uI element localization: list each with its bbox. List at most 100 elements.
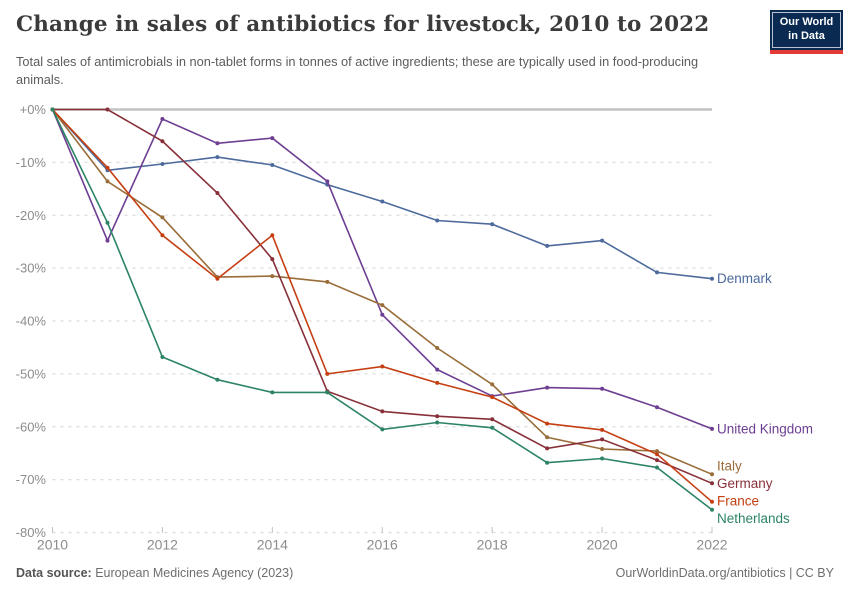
series-label-netherlands[interactable]: Netherlands <box>717 511 790 526</box>
data-source: Data source: European Medicines Agency (… <box>16 566 293 580</box>
data-point[interactable] <box>490 425 495 430</box>
data-point[interactable] <box>655 458 659 463</box>
data-point[interactable] <box>490 382 495 387</box>
series-label-united-kingdom[interactable]: United Kingdom <box>717 421 813 436</box>
data-point[interactable] <box>380 409 385 414</box>
owid-logo-line1: Our World <box>779 16 834 28</box>
y-tick-label: -10% <box>16 155 47 170</box>
data-point[interactable] <box>490 222 495 227</box>
data-point[interactable] <box>435 414 440 419</box>
data-point[interactable] <box>545 243 550 248</box>
data-point[interactable] <box>545 446 550 451</box>
data-point[interactable] <box>215 377 220 382</box>
data-point[interactable] <box>600 447 605 451</box>
y-tick-label: -50% <box>16 366 47 381</box>
data-point[interactable] <box>655 449 659 454</box>
credit-link[interactable]: OurWorldinData.org/antibiotics | CC BY <box>615 566 834 580</box>
data-point[interactable] <box>545 385 550 390</box>
data-point[interactable] <box>270 257 275 262</box>
line-chart[interactable]: +0% -10% -20% -30% -40% -50% -60% -70% -80%2010 2… <box>0 0 850 560</box>
data-point[interactable] <box>655 405 659 410</box>
data-point[interactable] <box>380 312 385 317</box>
data-point[interactable] <box>270 136 275 141</box>
y-tick-label: -70% <box>16 472 47 487</box>
data-point[interactable] <box>215 155 220 160</box>
data-point[interactable] <box>160 139 165 144</box>
data-point[interactable] <box>435 380 440 385</box>
data-point[interactable] <box>215 276 220 281</box>
data-point[interactable] <box>600 386 605 391</box>
data-point[interactable] <box>270 274 275 279</box>
data-point[interactable] <box>600 238 605 243</box>
x-tick-label: 2018 <box>477 537 508 553</box>
data-source-value: European Medicines Agency (2023) <box>91 566 294 580</box>
series-line-italy[interactable] <box>51 109 713 476</box>
data-point[interactable] <box>600 456 605 461</box>
series-label-italy[interactable]: Italy <box>717 459 742 474</box>
data-point[interactable] <box>325 179 330 184</box>
chart-footer: Data source: European Medicines Agency (… <box>16 566 834 580</box>
y-tick-label: +0% <box>20 102 47 117</box>
data-point[interactable] <box>490 395 495 400</box>
data-point[interactable] <box>710 426 714 431</box>
data-point[interactable] <box>380 199 385 204</box>
data-point[interactable] <box>380 303 385 308</box>
data-point[interactable] <box>600 437 605 442</box>
data-point[interactable] <box>490 417 495 422</box>
data-point[interactable] <box>50 107 55 112</box>
x-tick-label: 2014 <box>257 537 288 553</box>
data-point[interactable] <box>655 465 659 470</box>
data-point[interactable] <box>710 507 714 512</box>
series-label-denmark[interactable]: Denmark <box>717 271 772 286</box>
series-line-united-kingdom[interactable] <box>51 109 713 430</box>
data-point[interactable] <box>545 435 550 440</box>
data-point[interactable] <box>160 162 165 166</box>
data-point[interactable] <box>105 107 110 112</box>
data-point[interactable] <box>270 233 275 238</box>
x-tick-label: 2012 <box>147 537 178 553</box>
data-point[interactable] <box>655 270 659 275</box>
data-point[interactable] <box>710 481 714 486</box>
data-point[interactable] <box>215 191 220 195</box>
data-point[interactable] <box>325 371 330 376</box>
data-point[interactable] <box>600 427 605 432</box>
owid-logo-line2: in Data <box>788 29 825 42</box>
data-point[interactable] <box>655 452 659 457</box>
data-point[interactable] <box>270 163 275 167</box>
data-point[interactable] <box>105 179 110 184</box>
data-point[interactable] <box>435 420 440 425</box>
data-point[interactable] <box>325 390 330 395</box>
data-point[interactable] <box>545 460 550 465</box>
data-source-label: Data source: <box>16 566 92 580</box>
data-point[interactable] <box>160 117 165 121</box>
x-tick-label: 2020 <box>587 537 618 553</box>
data-point[interactable] <box>325 279 330 284</box>
data-point[interactable] <box>380 364 385 369</box>
data-point[interactable] <box>710 499 714 504</box>
data-point[interactable] <box>710 276 714 281</box>
series-label-france[interactable]: France <box>717 494 759 509</box>
data-point[interactable] <box>545 421 550 426</box>
x-tick-label: 2016 <box>367 537 398 553</box>
data-point[interactable] <box>380 427 385 432</box>
data-point[interactable] <box>435 367 440 372</box>
y-tick-label: -60% <box>16 419 47 434</box>
data-point[interactable] <box>270 390 275 395</box>
owid-logo-text: Our World in Data <box>772 12 841 48</box>
data-point[interactable] <box>710 472 714 477</box>
data-point[interactable] <box>435 346 440 350</box>
x-tick-label: 2022 <box>696 537 727 553</box>
owid-logo: Our World in Data <box>770 10 843 54</box>
data-point[interactable] <box>105 238 110 243</box>
y-tick-label: -40% <box>16 314 47 329</box>
data-point[interactable] <box>160 215 165 220</box>
owid-logo-stripe <box>770 49 843 54</box>
data-point[interactable] <box>215 141 220 146</box>
data-point[interactable] <box>105 165 110 170</box>
data-point[interactable] <box>160 233 165 238</box>
data-point[interactable] <box>105 220 110 225</box>
data-point[interactable] <box>435 218 440 223</box>
series-label-germany[interactable]: Germany <box>717 476 773 491</box>
data-point[interactable] <box>160 355 165 359</box>
